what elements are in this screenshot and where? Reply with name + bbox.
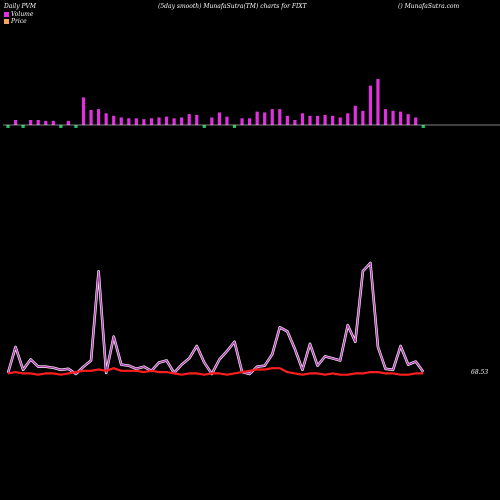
volume-bar: [134, 118, 138, 125]
volume-bar: [202, 125, 206, 128]
volume-bar: [36, 119, 40, 125]
chart-header-source: () MunafaSutra.com: [398, 3, 460, 10]
volume-bar: [421, 125, 425, 128]
volume-bar: [142, 119, 146, 125]
legend-price: Price: [4, 18, 27, 25]
volume-bar: [21, 125, 25, 128]
chart-header-left: Daily PVM: [4, 3, 37, 10]
volume-bar: [308, 115, 312, 125]
price-end-label: 68.53: [471, 369, 488, 376]
volume-bar: [104, 113, 108, 125]
volume-bar: [127, 118, 131, 125]
volume-bar: [13, 119, 18, 125]
volume-bar: [157, 117, 161, 125]
volume-bar: [285, 115, 289, 125]
volume-bar: [383, 109, 388, 125]
volume-bar: [263, 112, 267, 125]
volume-bar: [315, 115, 320, 125]
chart-header-title: (5day smooth) MunafaSutra(TM) charts for…: [158, 3, 307, 10]
volume-bar: [81, 97, 86, 125]
legend-price-swatch: [4, 19, 9, 24]
volume-bar: [210, 117, 214, 125]
volume-bar: [300, 113, 305, 125]
volume-bar: [149, 118, 154, 125]
volume-bar: [376, 79, 380, 125]
pvm-line-outline: [6, 261, 425, 376]
volume-bar: [112, 115, 116, 125]
volume-bar: [29, 119, 33, 125]
volume-bar: [180, 117, 184, 125]
volume-bar: [89, 109, 93, 125]
legend-volume: Volume: [4, 11, 33, 18]
volume-bar: [97, 109, 101, 125]
volume-bar: [414, 117, 418, 125]
volume-bar: [119, 117, 123, 125]
volume-bar: [59, 125, 63, 128]
volume-bar: [346, 113, 350, 125]
volume-bar: [217, 112, 221, 125]
volume-bar: [278, 109, 282, 125]
volume-bar: [361, 110, 365, 125]
volume-bar: [399, 111, 403, 125]
volume-bar: [6, 125, 10, 128]
legend-volume-swatch: [4, 12, 9, 17]
volume-bar: [51, 120, 55, 125]
volume-bar: [331, 115, 335, 125]
legend-price-label: Price: [11, 18, 27, 25]
volume-bar: [74, 125, 78, 128]
volume-bar: [164, 116, 169, 125]
volume-bar: [255, 111, 259, 125]
volume-bar: [293, 119, 297, 125]
volume-bar: [187, 114, 191, 125]
volume-bar: [338, 117, 342, 125]
volume-bar: [66, 120, 70, 125]
volume-bar: [195, 114, 199, 125]
volume-bar: [391, 110, 395, 125]
volume-bar: [323, 114, 327, 125]
volume-bar: [368, 85, 372, 125]
volume-bar: [353, 105, 357, 125]
volume-bar: [225, 116, 229, 125]
volume-bar: [248, 118, 252, 125]
volume-bar: [232, 125, 237, 128]
volume-bar: [406, 114, 410, 125]
volume-bar: [172, 118, 176, 125]
legend-volume-label: Volume: [11, 11, 34, 18]
volume-bar: [44, 120, 48, 125]
volume-bars: [6, 79, 425, 128]
volume-bar: [270, 109, 274, 125]
volume-bar: [240, 118, 244, 125]
price-line: [7, 367, 424, 376]
